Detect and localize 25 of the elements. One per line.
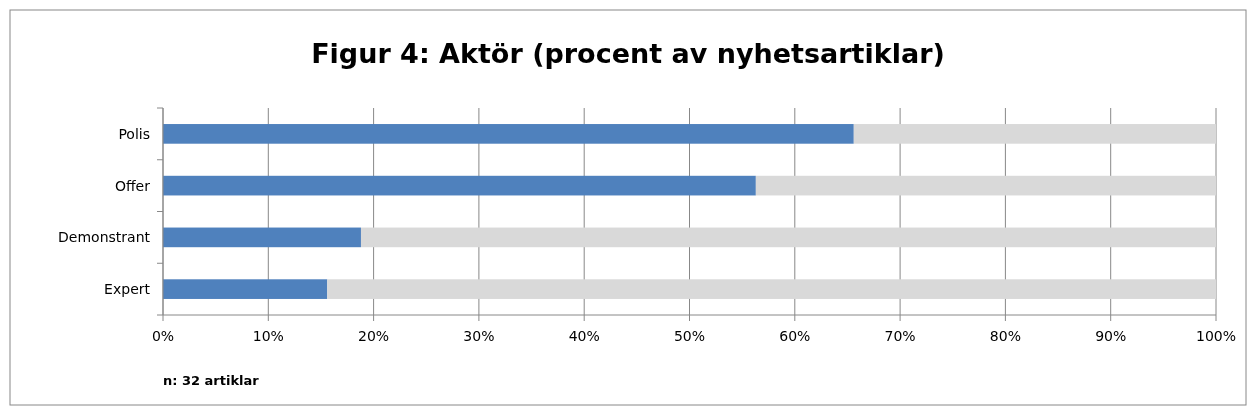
x-tick-label: 30%	[463, 328, 495, 344]
bar	[163, 227, 361, 248]
bar	[755, 175, 1216, 196]
y-tick-label: Polis	[118, 125, 150, 142]
bar	[360, 227, 1216, 248]
x-tick-label: 50%	[673, 328, 706, 344]
y-tick-label: Offer	[114, 177, 151, 194]
chart-title: Figur 4: Aktör (procent av nyhetsartiklar)	[311, 38, 945, 69]
bar	[163, 175, 756, 196]
bar	[163, 279, 328, 299]
x-tick-label: 90%	[1095, 328, 1127, 344]
y-tick-label: Expert	[104, 281, 151, 298]
x-tick-label: 40%	[568, 328, 600, 344]
x-tick-label: 60%	[779, 328, 811, 344]
x-tick-label: 80%	[989, 328, 1021, 344]
bar	[853, 124, 1216, 144]
text: n: 32 artiklar	[163, 373, 260, 388]
bar	[163, 124, 854, 144]
y-tick-label: Demonstrant	[58, 229, 151, 246]
x-tick-label: 100%	[1195, 328, 1237, 344]
x-tick-label: 10%	[252, 328, 284, 344]
x-tick-label: 70%	[884, 328, 916, 344]
x-tick-label: 0%	[151, 328, 175, 344]
x-tick-label: 20%	[358, 328, 390, 344]
bar	[327, 279, 1216, 299]
